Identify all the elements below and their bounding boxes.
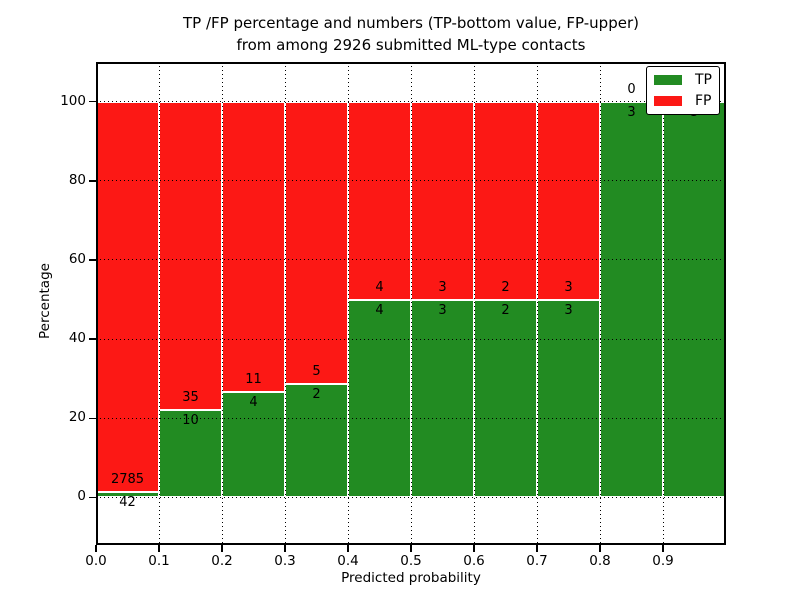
x-gridline bbox=[284, 62, 286, 545]
tp-bar-segment bbox=[222, 391, 285, 498]
y-tick-mark bbox=[89, 259, 96, 261]
x-gridline bbox=[536, 62, 538, 545]
fp-bar-segment bbox=[348, 101, 411, 300]
y-tick-mark bbox=[89, 496, 96, 499]
x-tick-mark bbox=[536, 545, 538, 552]
x-tick-mark bbox=[473, 545, 475, 552]
x-tick-mark bbox=[410, 545, 412, 552]
x-tick-mark bbox=[284, 545, 286, 552]
y-tick-mark bbox=[89, 417, 96, 420]
fp-count-label: 35 bbox=[182, 389, 199, 405]
bottom-spine bbox=[96, 543, 726, 545]
y-tick-label: 80 bbox=[68, 171, 86, 188]
tp-count-label: 3 bbox=[564, 302, 573, 318]
x-tick-label: 0.2 bbox=[211, 553, 233, 569]
tp-bar-segment bbox=[537, 299, 600, 498]
tp-count-label: 3 bbox=[438, 302, 447, 318]
fp-bar-segment bbox=[96, 101, 159, 492]
x-tick-label: 0.6 bbox=[463, 553, 485, 569]
fp-count-label: 3 bbox=[564, 279, 573, 295]
fp-bar-segment bbox=[474, 101, 537, 300]
tp-count-label: 42 bbox=[119, 494, 136, 510]
fp-bar-segment bbox=[537, 101, 600, 300]
legend-entry-tp: TP bbox=[654, 73, 712, 87]
y-tick-mark bbox=[89, 180, 96, 182]
x-tick-mark bbox=[95, 545, 97, 552]
x-tick-mark bbox=[599, 545, 601, 552]
y-tick-label: 40 bbox=[68, 330, 86, 347]
legend-entry-fp: FP bbox=[654, 94, 712, 108]
fp-count-label: 0 bbox=[627, 81, 636, 97]
right-spine bbox=[724, 62, 726, 545]
left-spine bbox=[96, 62, 98, 545]
tp-count-label: 2 bbox=[312, 387, 321, 403]
top-spine bbox=[96, 62, 726, 64]
x-tick-label: 0.7 bbox=[526, 553, 548, 569]
x-tick-mark bbox=[347, 545, 349, 552]
tp-bar-segment bbox=[348, 299, 411, 498]
fp-bar-segment bbox=[222, 101, 285, 392]
tp-bar-segment bbox=[663, 101, 726, 498]
x-tick-label: 0.4 bbox=[337, 553, 359, 569]
y-tick-label: 100 bbox=[60, 92, 86, 109]
legend-label-fp: FP bbox=[695, 93, 712, 109]
tp-swatch-icon bbox=[654, 75, 682, 85]
x-tick-label: 0.9 bbox=[652, 553, 674, 569]
fp-bar-segment bbox=[411, 101, 474, 300]
tp-bar-segment bbox=[411, 299, 474, 498]
x-tick-label: 0.3 bbox=[274, 553, 296, 569]
x-tick-label: 0.5 bbox=[400, 553, 422, 569]
fp-swatch-icon bbox=[654, 96, 682, 106]
x-gridline bbox=[158, 62, 160, 545]
tp-bar-segment bbox=[474, 299, 537, 498]
fp-count-label: 4 bbox=[375, 279, 384, 295]
y-tick-label: 0 bbox=[77, 488, 86, 505]
x-tick-label: 0.0 bbox=[85, 553, 107, 569]
plot-area: 278542351011452443322330305 bbox=[96, 62, 726, 545]
x-gridline bbox=[347, 62, 349, 545]
fp-count-label: 2 bbox=[501, 279, 510, 295]
chart-title: TP /FP percentage and numbers (TP-bottom… bbox=[96, 13, 726, 57]
legend: TP FP bbox=[646, 66, 720, 115]
y-tick-label: 20 bbox=[68, 409, 86, 426]
chart-title-line2: from among 2926 submitted ML-type contac… bbox=[236, 35, 586, 54]
x-axis-label: Predicted probability bbox=[341, 570, 481, 586]
fp-count-label: 5 bbox=[312, 364, 321, 380]
tp-count-label: 2 bbox=[501, 302, 510, 318]
legend-label-tp: TP bbox=[695, 72, 712, 88]
x-tick-label: 0.8 bbox=[589, 553, 611, 569]
tp-bar-segment bbox=[600, 101, 663, 498]
y-axis-label: Percentage bbox=[37, 263, 53, 339]
x-gridline bbox=[599, 62, 601, 545]
x-tick-mark bbox=[662, 545, 664, 552]
fp-count-label: 11 bbox=[245, 371, 262, 387]
tp-count-label: 4 bbox=[249, 394, 258, 410]
tp-count-label: 4 bbox=[375, 302, 384, 318]
fp-count-label: 3 bbox=[438, 279, 447, 295]
y-tick-mark bbox=[89, 100, 96, 103]
tp-count-label: 3 bbox=[627, 104, 636, 120]
x-gridline bbox=[473, 62, 475, 545]
tp-count-label: 10 bbox=[182, 412, 199, 428]
y-tick-mark bbox=[89, 338, 96, 340]
x-tick-mark bbox=[221, 545, 223, 552]
fp-count-label: 2785 bbox=[110, 471, 145, 487]
fp-bar-segment bbox=[159, 101, 222, 410]
x-tick-label: 0.1 bbox=[148, 553, 170, 569]
x-gridline bbox=[221, 62, 223, 545]
y-tick-label: 60 bbox=[68, 250, 86, 267]
x-gridline bbox=[410, 62, 412, 545]
x-tick-mark bbox=[158, 545, 160, 552]
x-gridline bbox=[662, 62, 664, 545]
chart-title-line1: TP /FP percentage and numbers (TP-bottom… bbox=[183, 14, 639, 32]
fp-bar-segment bbox=[285, 101, 348, 385]
